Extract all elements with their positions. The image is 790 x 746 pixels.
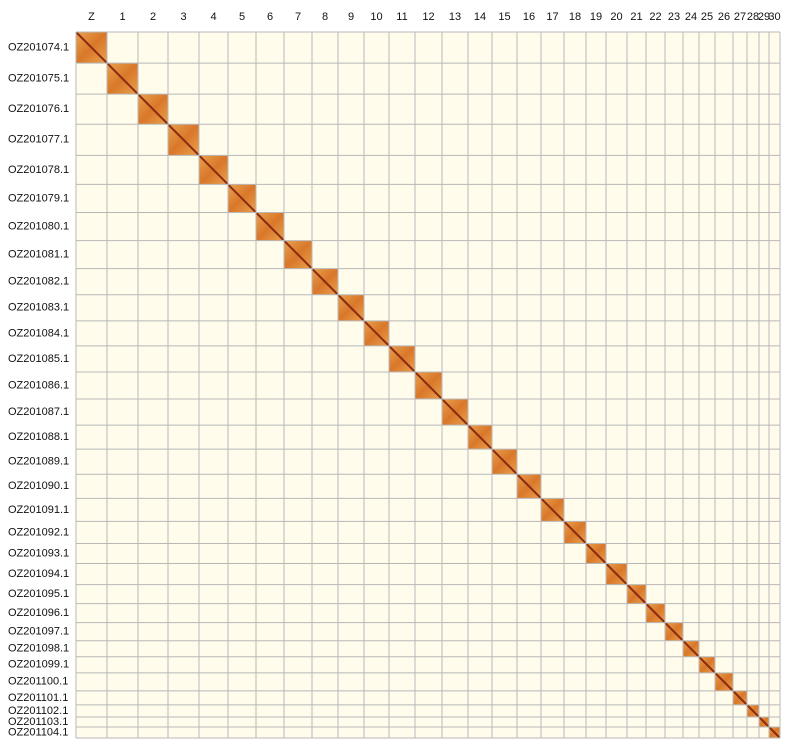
row-label: OZ201096.1 bbox=[8, 607, 69, 619]
column-label: 9 bbox=[348, 11, 354, 23]
diagonal-line bbox=[682, 640, 700, 658]
diagonal-line bbox=[337, 294, 365, 322]
diagonal-line bbox=[516, 473, 542, 500]
row-label: OZ201093.1 bbox=[8, 547, 69, 559]
diagonal-line bbox=[540, 497, 565, 523]
row-label: OZ201097.1 bbox=[8, 626, 69, 638]
row-label: OZ201094.1 bbox=[8, 568, 69, 580]
diagonal-line bbox=[255, 211, 285, 242]
row-label: OZ201078.1 bbox=[8, 164, 69, 176]
column-label: 29 bbox=[758, 11, 770, 23]
diagonal-line bbox=[645, 602, 666, 624]
diagonal-line bbox=[467, 424, 493, 450]
diagonal-line bbox=[283, 239, 313, 270]
row-label: OZ201103.1 bbox=[8, 716, 68, 728]
column-label: 14 bbox=[474, 11, 486, 23]
row-label: OZ201102.1 bbox=[8, 705, 68, 717]
column-label: 30 bbox=[768, 11, 780, 23]
diagonal-line bbox=[311, 267, 339, 296]
row-label: OZ201085.1 bbox=[8, 353, 69, 365]
diagonal-line bbox=[605, 562, 628, 586]
row-label: OZ201077.1 bbox=[8, 134, 69, 146]
column-label: 21 bbox=[630, 11, 642, 23]
row-label: OZ201095.1 bbox=[8, 588, 69, 600]
diagonal-line bbox=[563, 520, 587, 545]
column-label: 10 bbox=[370, 11, 382, 23]
row-label: OZ201076.1 bbox=[8, 103, 69, 115]
diagonal-line bbox=[626, 583, 647, 605]
column-label: 1 bbox=[119, 11, 125, 23]
diagonal-line bbox=[746, 704, 760, 718]
column-label: 18 bbox=[569, 11, 581, 23]
row-label: OZ201088.1 bbox=[8, 431, 69, 443]
diagonal-line bbox=[106, 62, 139, 95]
column-label: 28 bbox=[747, 11, 759, 23]
diagonal-line bbox=[758, 716, 770, 728]
column-label: 16 bbox=[523, 11, 535, 23]
column-label: 15 bbox=[498, 11, 510, 23]
column-label: 8 bbox=[322, 11, 328, 23]
row-label: OZ201089.1 bbox=[8, 456, 69, 468]
row-label: OZ201081.1 bbox=[8, 249, 69, 261]
row-label: OZ201098.1 bbox=[8, 643, 69, 655]
row-label: OZ201084.1 bbox=[8, 327, 69, 339]
row-label: OZ201090.1 bbox=[8, 480, 69, 492]
row-label: OZ201083.1 bbox=[8, 302, 69, 314]
column-label: 22 bbox=[649, 11, 661, 23]
diagonal-line bbox=[198, 154, 229, 186]
diagonal-line bbox=[768, 726, 781, 739]
diagonal-line bbox=[585, 542, 607, 565]
diagonal-line bbox=[167, 123, 200, 157]
row-label: OZ201074.1 bbox=[8, 41, 69, 53]
row-label: OZ201101.1 bbox=[8, 692, 68, 704]
row-label: OZ201086.1 bbox=[8, 379, 69, 391]
column-label: 19 bbox=[590, 11, 602, 23]
column-label: 3 bbox=[180, 11, 186, 23]
column-label: 5 bbox=[239, 11, 245, 23]
diagonal-line bbox=[441, 398, 469, 426]
column-label: 4 bbox=[210, 11, 216, 23]
diagonal-line bbox=[414, 371, 443, 400]
row-label: OZ201080.1 bbox=[8, 220, 69, 232]
column-label: 2 bbox=[150, 11, 156, 23]
column-label: 24 bbox=[685, 11, 697, 23]
column-label: 20 bbox=[610, 11, 622, 23]
column-label: 27 bbox=[734, 11, 746, 23]
column-label: 13 bbox=[449, 11, 461, 23]
row-label: OZ201099.1 bbox=[8, 659, 69, 671]
column-label: 11 bbox=[396, 11, 407, 23]
column-label: 6 bbox=[267, 11, 273, 23]
diagonal-line bbox=[732, 690, 748, 706]
column-label: 23 bbox=[668, 11, 680, 23]
row-label: OZ201100.1 bbox=[8, 676, 68, 688]
diagonal-line bbox=[227, 183, 257, 214]
diagonal-line bbox=[664, 621, 684, 642]
row-label: OZ201075.1 bbox=[8, 73, 69, 85]
row-label: OZ201092.1 bbox=[8, 526, 69, 538]
row-label: OZ201087.1 bbox=[8, 406, 69, 418]
row-label: OZ201104.1 bbox=[8, 726, 68, 738]
diagonal-line bbox=[137, 93, 169, 125]
column-label: 12 bbox=[422, 11, 434, 23]
column-label: 26 bbox=[718, 11, 730, 23]
row-label: OZ201091.1 bbox=[8, 504, 69, 516]
column-label: 25 bbox=[701, 11, 713, 23]
diagonal-line bbox=[363, 320, 390, 347]
diagonal-line bbox=[698, 656, 716, 674]
column-label: Z bbox=[88, 11, 95, 23]
diagonal-line bbox=[491, 448, 518, 475]
column-label: 17 bbox=[546, 11, 558, 23]
row-label: OZ201079.1 bbox=[8, 192, 69, 204]
diagonal-line bbox=[388, 345, 416, 373]
diagonal-line bbox=[714, 672, 734, 692]
diagonal-line bbox=[75, 31, 108, 64]
row-label: OZ201082.1 bbox=[8, 276, 69, 288]
column-label: 7 bbox=[295, 11, 301, 23]
